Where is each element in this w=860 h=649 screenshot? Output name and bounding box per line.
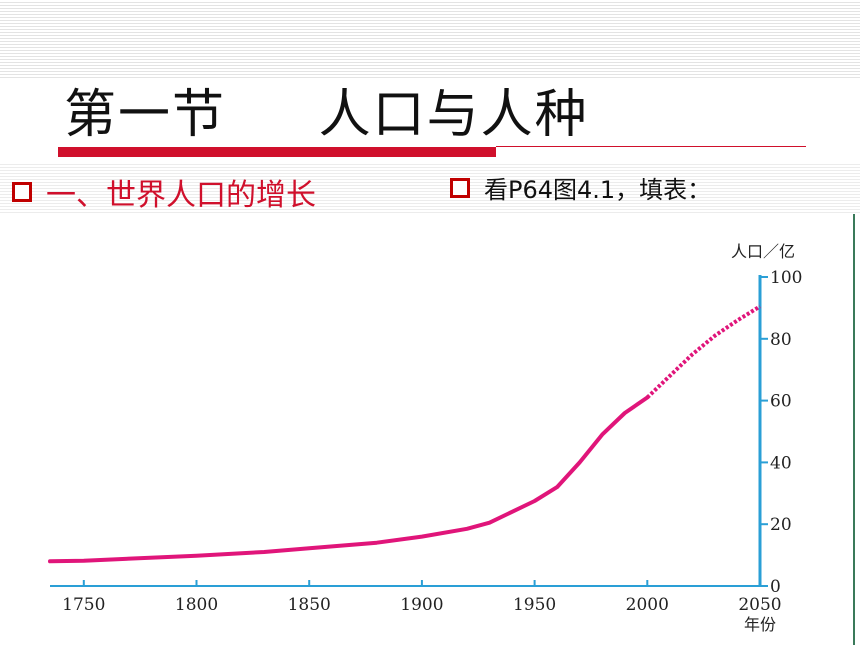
hollow-square-bullet-icon bbox=[12, 182, 32, 202]
bullet-item-1: 一、世界人口的增长 bbox=[12, 170, 316, 214]
y-axis-title: 人口／亿 bbox=[731, 242, 795, 261]
y-tick-label-60: 60 bbox=[770, 392, 792, 412]
population-series-line bbox=[50, 398, 647, 562]
header-stripes bbox=[0, 0, 860, 78]
y-tick-label-80: 80 bbox=[770, 330, 792, 350]
x-tick-label-1950: 1950 bbox=[513, 595, 556, 615]
slide-title: 第一节 人口与人种 bbox=[64, 72, 589, 147]
projection-series-line bbox=[647, 306, 760, 397]
hollow-square-bullet-icon bbox=[450, 178, 470, 198]
chart-marks bbox=[50, 306, 760, 561]
bullet-text-1: 一、世界人口的增长 bbox=[46, 170, 316, 214]
title-underline-bar bbox=[58, 147, 496, 157]
title-underline-line bbox=[496, 146, 806, 147]
right-edge-rule bbox=[853, 214, 855, 645]
y-tick-label-0: 0 bbox=[770, 577, 781, 597]
bullet-item-2: 看P64图4.1，填表： bbox=[450, 170, 711, 205]
x-tick-label-1800: 1800 bbox=[175, 595, 218, 615]
x-tick-label-2000: 2000 bbox=[626, 595, 669, 615]
bullet-text-2: 看P64图4.1，填表： bbox=[484, 170, 711, 205]
y-tick-label-100: 100 bbox=[770, 268, 802, 288]
x-tick-label-1900: 1900 bbox=[400, 595, 443, 615]
x-tick-label-1750: 1750 bbox=[62, 595, 105, 615]
y-tick-label-20: 20 bbox=[770, 515, 792, 535]
x-tick-label-2050: 2050 bbox=[738, 595, 781, 615]
y-tick-label-40: 40 bbox=[770, 453, 792, 473]
x-tick-label-1850: 1850 bbox=[288, 595, 331, 615]
x-axis-title: 年份 bbox=[744, 615, 776, 634]
